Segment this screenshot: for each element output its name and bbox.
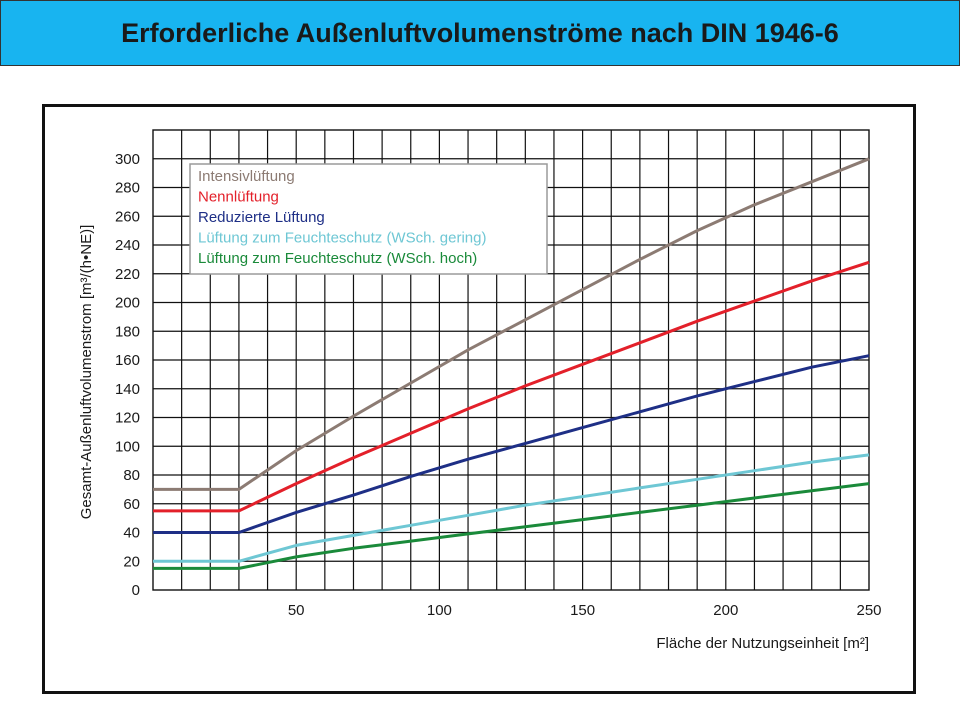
series-line-1 — [153, 157, 870, 491]
series-line-5 — [153, 482, 870, 570]
legend-entry: Reduzierte Lüftung — [198, 209, 325, 226]
series-line-3 — [153, 354, 870, 534]
legend-box — [189, 163, 548, 275]
legend-entry: Lüftung zum Feuchteschutz (WSch. gering) — [198, 230, 486, 247]
y-tick-label: 100 — [115, 438, 140, 455]
y-tick-label: 140 — [115, 381, 140, 398]
y-tick-label: 260 — [115, 208, 140, 225]
series-line-4 — [153, 453, 870, 563]
x-tick-label: 50 — [288, 602, 305, 619]
y-tick-label: 120 — [115, 410, 140, 427]
x-tick-label: 200 — [713, 602, 738, 619]
x-axis-label: Fläche der Nutzungseinheit [m²] — [656, 635, 869, 652]
legend-entry: Nennlüftung — [198, 189, 279, 206]
y-axis-label: Gesamt-Außenluftvolumenstrom [m³/(h•NE)] — [78, 225, 95, 520]
x-tick-label: 250 — [856, 602, 881, 619]
chart-frame — [42, 104, 916, 694]
y-tick-label: 0 — [132, 582, 140, 599]
y-tick-label: 40 — [123, 525, 140, 542]
plot-border — [152, 129, 870, 591]
y-tick-label: 180 — [115, 323, 140, 340]
y-tick-label: 20 — [123, 553, 140, 570]
y-tick-label: 80 — [123, 467, 140, 484]
x-tick-label: 150 — [570, 602, 595, 619]
y-tick-label: 60 — [123, 496, 140, 513]
y-tick-label: 220 — [115, 266, 140, 283]
x-tick-label: 100 — [427, 602, 452, 619]
y-tick-label: 160 — [115, 352, 140, 369]
y-tick-label: 300 — [115, 151, 140, 168]
page-title: Erforderliche Außenluftvolumenströme nac… — [121, 17, 839, 48]
series-line-2 — [153, 260, 870, 513]
legend-entry: Lüftung zum Feuchteschutz (WSch. hoch) — [198, 250, 477, 267]
legend-entry: Intensivlüftung — [198, 168, 295, 185]
y-tick-label: 280 — [115, 180, 140, 197]
y-tick-label: 200 — [115, 295, 140, 312]
title-bar: Erforderliche Außenluftvolumenströme nac… — [0, 0, 960, 66]
y-tick-label: 240 — [115, 237, 140, 254]
